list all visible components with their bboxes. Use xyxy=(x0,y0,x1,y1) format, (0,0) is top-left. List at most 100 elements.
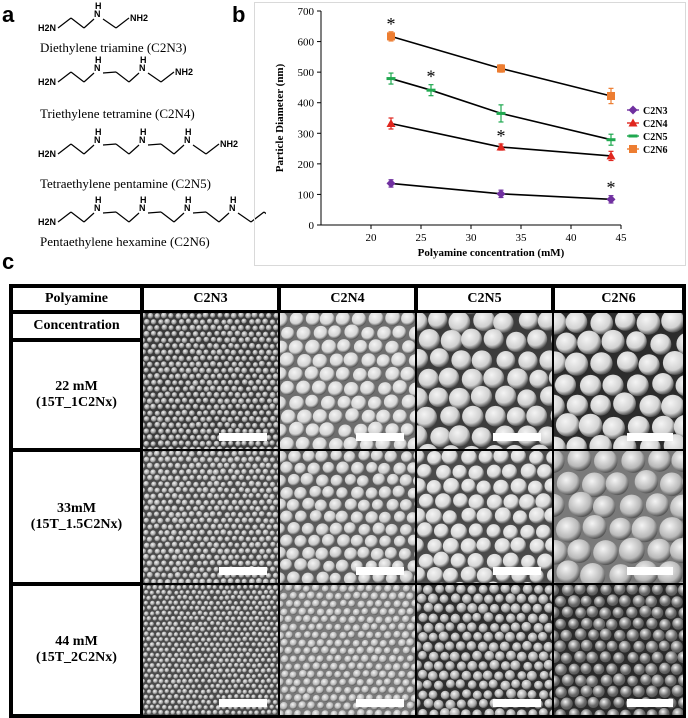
scale-bar xyxy=(627,699,673,707)
bond-line xyxy=(70,71,85,83)
point-marker xyxy=(606,151,616,160)
atom-label-n: N xyxy=(184,135,191,145)
atom-label-n: N xyxy=(229,203,236,213)
atom-label-h: H xyxy=(140,196,147,205)
bond-line xyxy=(205,211,220,223)
y-axis-label: Particle Diameter (nm) xyxy=(274,63,286,172)
atom-label-h: H xyxy=(95,2,102,11)
atom-label-n: N xyxy=(139,203,146,213)
scale-bar xyxy=(493,567,541,575)
bond-line xyxy=(218,212,230,223)
row-label-33mm: 33mM (15T_1.5C2Nx) xyxy=(11,450,142,584)
sem-image xyxy=(142,312,279,450)
point-marker xyxy=(496,189,506,199)
atom-label-nh2: NH2 xyxy=(220,139,238,149)
scale-bar xyxy=(356,567,404,575)
molecule-structure: H2N NH NH2 xyxy=(38,2,148,33)
x-axis-label: Polyamine concentration (mM) xyxy=(418,247,565,259)
point-marker xyxy=(387,32,395,41)
bond-line xyxy=(173,212,185,223)
bond-line xyxy=(160,211,175,223)
sem-image xyxy=(553,450,684,584)
scale-bar xyxy=(356,433,404,441)
bond-line xyxy=(237,212,252,223)
row-label-line1: 22 mM xyxy=(55,379,98,394)
atom-label-n: N xyxy=(184,203,191,213)
point-marker xyxy=(628,118,638,127)
molecule-name: Diethylene triamine (C2N3) xyxy=(40,40,187,55)
sem-image xyxy=(279,450,416,584)
x-tick-label: 30 xyxy=(466,232,478,244)
column-header-c2n6: C2N6 xyxy=(553,286,684,312)
significance-star: * xyxy=(497,126,506,146)
bond-line xyxy=(160,143,175,155)
scale-bar xyxy=(356,699,404,707)
point-marker xyxy=(606,194,616,204)
significance-star: * xyxy=(607,178,616,198)
legend-entry: C2N6 xyxy=(627,145,667,156)
bond-line xyxy=(83,72,95,83)
scale-bar xyxy=(627,433,673,441)
sem-image xyxy=(416,450,553,584)
sem-image xyxy=(142,450,279,584)
point-marker xyxy=(386,77,396,81)
bond-line xyxy=(102,18,117,29)
series-c2n5: * xyxy=(386,67,616,146)
sem-image-table: Polyamine C2N3 C2N4 C2N5 C2N6 Concentrat… xyxy=(9,284,686,718)
column-header-c2n5: C2N5 xyxy=(416,286,553,312)
bond-line xyxy=(192,144,207,155)
atom-label-n: N xyxy=(94,203,101,213)
bond-line xyxy=(173,144,185,155)
point-marker xyxy=(628,105,638,115)
row-label-line2: (15T_2C2Nx) xyxy=(36,650,117,665)
x-tick-label: 45 xyxy=(616,232,628,244)
column-header-c2n3: C2N3 xyxy=(142,286,279,312)
bond-line xyxy=(250,211,265,223)
point-marker xyxy=(628,134,638,138)
sem-image xyxy=(279,584,416,716)
legend-entry: C2N5 xyxy=(627,132,667,143)
atom-label-h: H xyxy=(140,128,147,137)
scale-bar xyxy=(493,699,541,707)
sem-image xyxy=(416,584,553,716)
legend-label: C2N3 xyxy=(643,106,667,117)
atom-label-h: H xyxy=(185,196,192,205)
bond-line xyxy=(128,144,140,155)
point-marker xyxy=(386,178,396,188)
atom-label-h: H xyxy=(95,56,102,65)
atom-label-h: H xyxy=(140,56,147,65)
bond-line xyxy=(160,71,175,83)
atom-label-n: N xyxy=(94,9,101,19)
atom-label-h: H xyxy=(230,196,237,205)
bond-line xyxy=(70,143,85,155)
bond-line xyxy=(70,211,85,223)
legend-entry: C2N3 xyxy=(627,105,667,117)
scale-bar xyxy=(219,567,267,575)
point-marker xyxy=(496,111,506,115)
point-marker xyxy=(496,142,506,151)
row-label-22mm: 22 mM (15T_1C2Nx) xyxy=(11,340,142,450)
bond-line xyxy=(83,144,95,155)
column-header-c2n4: C2N4 xyxy=(279,286,416,312)
point-marker xyxy=(426,88,436,92)
series-line xyxy=(390,77,612,141)
significance-star: * xyxy=(387,14,396,34)
point-marker xyxy=(497,64,505,73)
panel-letter-b: b xyxy=(232,2,246,27)
bond-line xyxy=(115,143,130,155)
significance-star: * xyxy=(427,67,436,87)
bond-line xyxy=(57,71,72,83)
point-marker xyxy=(606,138,616,142)
atom-label-h: H xyxy=(95,196,102,205)
row-label-44mm: 44 mM (15T_2C2Nx) xyxy=(11,584,142,716)
scale-bar xyxy=(493,433,541,441)
scale-bar xyxy=(627,567,673,575)
molecule-name: Triethylene tetramine (C2N4) xyxy=(40,106,195,121)
atom-label-h2n: H2N xyxy=(38,23,56,33)
y-tick-label: 200 xyxy=(298,159,315,171)
atom-label-nh2: NH2 xyxy=(130,13,148,23)
atom-label-h: H xyxy=(95,128,102,137)
bond-line xyxy=(57,143,72,155)
